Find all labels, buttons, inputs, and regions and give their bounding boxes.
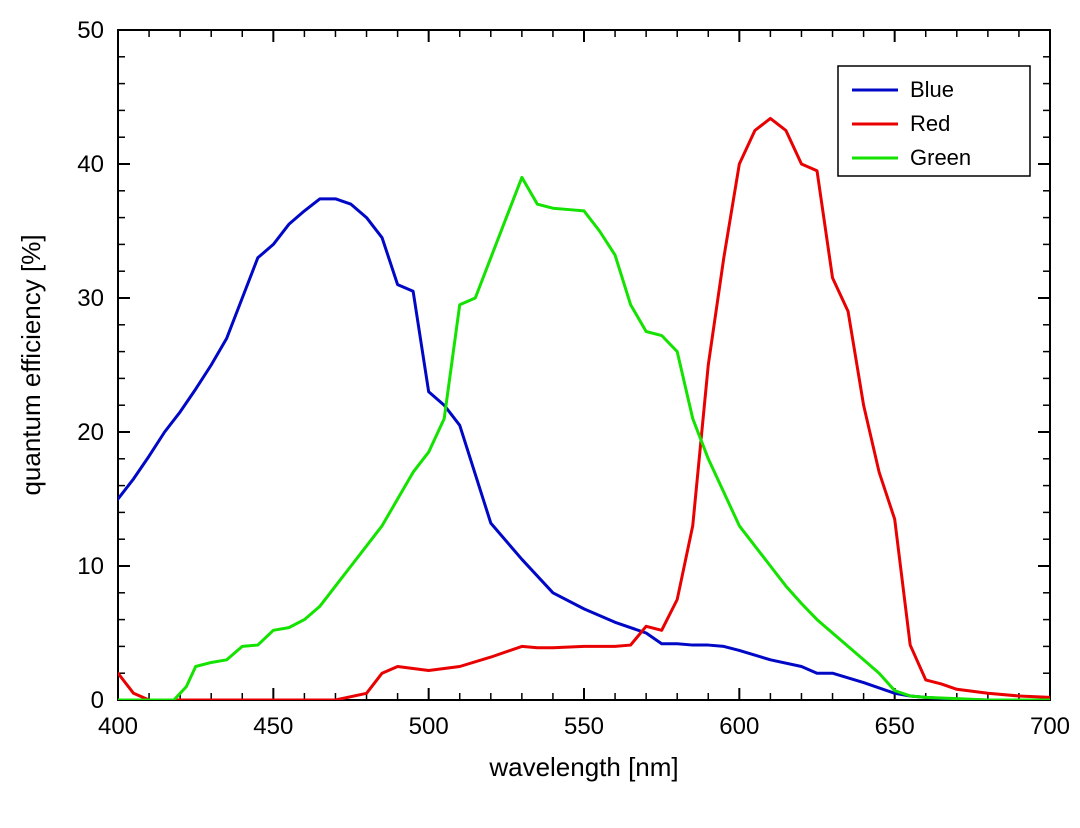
xtick-label: 700 xyxy=(1030,713,1070,740)
xtick-label: 500 xyxy=(409,713,449,740)
xtick-label: 600 xyxy=(719,713,759,740)
chart-container: 400 450 500 550 600 650 700 0 10 20 30 40 50 waveleng… xyxy=(0,0,1080,828)
xtick-label: 650 xyxy=(875,713,915,740)
legend-label-green: Green xyxy=(910,145,971,170)
qe-chart: 400 450 500 550 600 650 700 0 10 20 30 40 50 waveleng… xyxy=(0,0,1080,828)
legend-label-red: Red xyxy=(910,111,950,136)
ytick-label: 50 xyxy=(77,17,104,44)
x-axis-label: wavelength [nm] xyxy=(488,752,678,782)
ytick-label: 40 xyxy=(77,151,104,178)
y-axis-label: quantum efficiency [%] xyxy=(16,234,46,495)
legend: Blue Red Green xyxy=(838,66,1030,176)
xtick-label: 550 xyxy=(564,713,604,740)
ytick-label: 20 xyxy=(77,419,104,446)
ytick-label: 10 xyxy=(77,553,104,580)
ytick-label: 0 xyxy=(91,687,104,714)
ytick-label: 30 xyxy=(77,285,104,312)
legend-label-blue: Blue xyxy=(910,77,954,102)
xtick-label: 450 xyxy=(253,713,293,740)
xtick-label: 400 xyxy=(98,713,138,740)
